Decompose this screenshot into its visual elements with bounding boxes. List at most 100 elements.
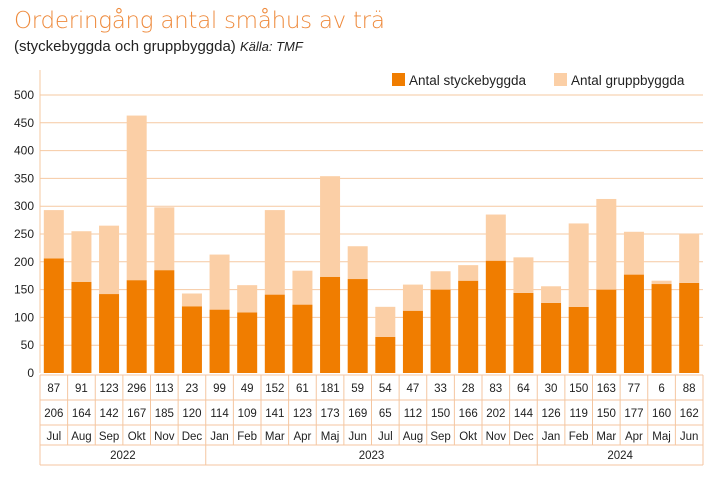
table-cell-styckebyggda: 126 [541,408,560,420]
bar-gruppbyggda [99,225,120,295]
table-cell-gruppbyggda: 23 [186,383,199,395]
chart-subtitle: (styckebyggda och gruppbyggda) Källa: TM… [14,38,303,55]
table-cell-gruppbyggda: 181 [320,383,339,395]
table-cell-styckebyggda: 123 [293,408,312,420]
x-tick-label: Aug [71,431,91,443]
y-tick-label: 150 [14,283,34,297]
table-cell-gruppbyggda: 59 [351,383,364,395]
bar-gruppbyggda [623,231,644,275]
bar-styckebyggda [513,292,534,373]
bar-gruppbyggda [402,284,423,311]
bar-styckebyggda [651,284,672,373]
bar-gruppbyggda [596,198,617,290]
table-cell-gruppbyggda: 83 [489,383,502,395]
table-cell-gruppbyggda: 88 [683,383,696,395]
bar-gruppbyggda [320,176,341,277]
table-cell-gruppbyggda: 77 [628,383,641,395]
y-tick-label: 50 [21,338,35,352]
year-label: 2023 [359,450,385,462]
x-tick-label: Feb [237,431,257,443]
bar-gruppbyggda [43,210,64,259]
y-tick-label: 100 [14,310,34,324]
table-cell-gruppbyggda: 33 [434,383,447,395]
x-tick-label: Apr [293,431,311,443]
bar-styckebyggda [541,302,562,373]
x-tick-label: Okt [459,431,478,443]
y-tick-label: 300 [14,199,34,213]
x-tick-label: Dec [513,431,534,443]
table-cell-styckebyggda: 141 [265,408,284,420]
x-tick-label: Nov [154,431,175,443]
bar-styckebyggda [181,306,202,373]
bar-styckebyggda [623,274,644,373]
table-cell-gruppbyggda: 49 [241,383,254,395]
table-cell-styckebyggda: 120 [182,408,201,420]
table-cell-styckebyggda: 150 [597,408,616,420]
table-cell-styckebyggda: 169 [348,408,367,420]
bar-gruppbyggda [679,234,700,283]
bar-styckebyggda [402,310,423,373]
table-cell-styckebyggda: 164 [72,408,92,420]
year-label: 2024 [607,450,633,462]
x-tick-label: Jun [348,431,367,443]
y-tick-label: 450 [14,116,34,130]
x-tick-label: Sep [99,431,119,443]
legend-label: Antal gruppbyggda [571,73,685,88]
table-cell-gruppbyggda: 99 [213,383,226,395]
table-cell-gruppbyggda: 113 [155,383,173,395]
bar-styckebyggda [237,312,258,373]
table-cell-styckebyggda: 160 [652,408,671,420]
bar-styckebyggda [126,280,147,373]
table-cell-styckebyggda: 202 [486,408,505,420]
bar-styckebyggda [71,281,92,373]
x-tick-label: Apr [625,431,643,443]
table-cell-gruppbyggda: 54 [379,383,392,395]
bar-gruppbyggda [568,223,589,307]
bar-gruppbyggda [513,257,534,293]
year-label: 2022 [110,450,136,462]
table-cell-gruppbyggda: 87 [47,383,60,395]
legend-swatch [554,73,567,86]
chart-title: Orderingång antal småhus av trä [14,8,385,34]
table-cell-styckebyggda: 150 [431,408,450,420]
legend-swatch [392,73,405,86]
y-tick-label: 350 [14,171,34,185]
bar-styckebyggda [99,294,120,373]
bar-gruppbyggda [651,280,672,285]
bar-styckebyggda [43,258,64,373]
table-cell-gruppbyggda: 6 [658,383,664,395]
table-cell-styckebyggda: 177 [624,408,643,420]
table-cell-styckebyggda: 142 [99,408,118,420]
y-tick-label: 0 [27,366,34,380]
bar-styckebyggda [154,270,175,373]
bar-styckebyggda [292,304,313,373]
table-cell-styckebyggda: 109 [238,408,257,420]
table-cell-styckebyggda: 173 [320,408,339,420]
y-tick-label: 200 [14,255,34,269]
x-tick-label: Jul [378,431,393,443]
table-cell-styckebyggda: 144 [514,408,534,420]
table-cell-gruppbyggda: 91 [75,383,88,395]
x-tick-label: Mar [596,431,616,443]
x-tick-label: Maj [652,431,671,443]
table-cell-gruppbyggda: 64 [517,383,530,395]
bar-styckebyggda [430,289,451,373]
x-tick-label: Aug [403,431,423,443]
source-text: Källa: TMF [239,39,303,54]
y-tick-label: 500 [14,88,34,102]
bar-gruppbyggda [209,254,230,310]
table-cell-gruppbyggda: 163 [597,383,616,395]
table-cell-gruppbyggda: 30 [545,383,558,395]
x-tick-label: Jul [46,431,61,443]
table-cell-gruppbyggda: 296 [127,383,146,395]
x-tick-label: Nov [486,431,507,443]
bar-gruppbyggda [237,285,258,313]
x-tick-label: Maj [321,431,340,443]
bar-gruppbyggda [126,115,147,281]
x-tick-label: Jan [210,431,229,443]
table-cell-styckebyggda: 167 [127,408,146,420]
bar-gruppbyggda [154,207,175,271]
bar-styckebyggda [209,309,230,373]
